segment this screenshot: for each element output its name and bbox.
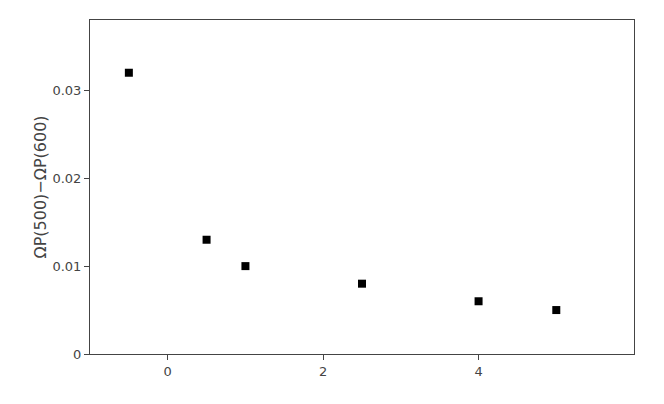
svg-text:2: 2 xyxy=(319,364,327,379)
svg-text:0.02: 0.02 xyxy=(52,171,81,186)
svg-text:4: 4 xyxy=(474,364,482,379)
svg-text:0: 0 xyxy=(73,347,81,362)
svg-text:0: 0 xyxy=(164,364,172,379)
svg-text:ΩP(500)−ΩP(600): ΩP(500)−ΩP(600) xyxy=(31,115,50,258)
svg-text:0.03: 0.03 xyxy=(52,83,81,98)
svg-text:0.01: 0.01 xyxy=(52,259,81,274)
